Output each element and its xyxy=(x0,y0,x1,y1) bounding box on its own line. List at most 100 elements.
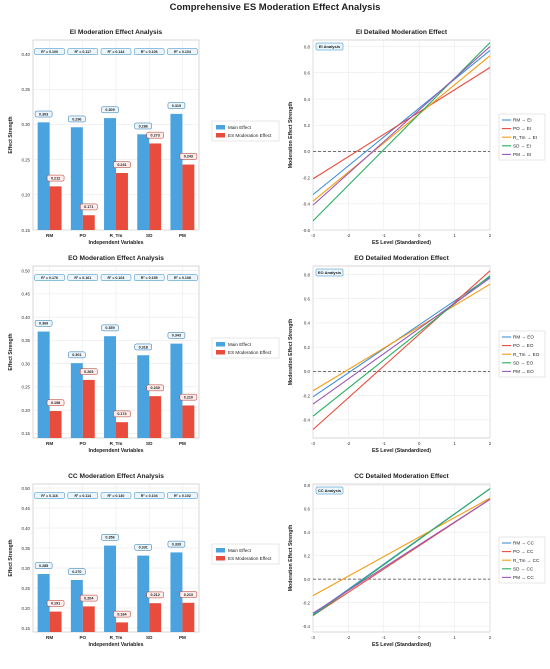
value-label-box xyxy=(101,106,119,114)
bar-main xyxy=(170,552,183,632)
r2-label-box xyxy=(133,492,165,499)
value-label-box xyxy=(146,384,164,392)
value-label: 0.343 xyxy=(172,334,181,338)
y-tick-label: 0.45 xyxy=(21,506,30,511)
bar-es xyxy=(116,622,128,632)
series-line xyxy=(312,497,491,597)
value-label-box xyxy=(167,332,186,339)
value-label-box xyxy=(68,568,86,575)
legend xyxy=(211,543,280,565)
y-tick-label: 0.40 xyxy=(21,526,30,531)
bar-main xyxy=(70,580,83,632)
bar-main xyxy=(137,555,150,632)
x-tick-label: -2 xyxy=(346,635,350,640)
y-tick-label: 0.6 xyxy=(304,71,311,76)
analysis-label: CC Analysis xyxy=(318,488,342,493)
legend-swatch xyxy=(216,133,225,138)
r2-label: R² = 0.144 xyxy=(108,50,125,54)
r2-label-box xyxy=(100,492,132,499)
value-label: 0.213 xyxy=(184,593,193,597)
y-tick-label: 0.35 xyxy=(21,338,30,343)
y-tick-label: -0.2 xyxy=(302,175,310,180)
x-tick-label: SD xyxy=(146,635,153,640)
r2-label-box xyxy=(67,492,99,499)
x-tick-label: 1 xyxy=(453,635,456,640)
legend-label: SD → CC xyxy=(513,566,534,571)
bar-chart-0: EI Moderation Effect Analysis 0.15 0.20 0.2… xyxy=(8,29,280,246)
value-label-box xyxy=(34,562,53,569)
r2-label-box xyxy=(167,274,198,281)
y-tick-label: 0.4 xyxy=(304,530,311,535)
value-label-box xyxy=(134,343,152,351)
bar-main xyxy=(137,134,150,230)
bar-es xyxy=(82,606,95,632)
value-label: 0.265 xyxy=(84,370,93,374)
bar-es xyxy=(82,215,95,230)
value-label: 0.171 xyxy=(84,205,93,209)
r2-label: R² = 0.104 xyxy=(174,50,191,54)
value-label-box xyxy=(167,540,186,548)
y-axis-label: Effect Strength xyxy=(8,116,14,153)
r2-label-box xyxy=(67,48,99,55)
r2-label-box xyxy=(167,48,198,55)
y-tick-label: 0.20 xyxy=(21,408,30,413)
x-tick-label: 2 xyxy=(489,635,492,640)
x-tick-label: 0 xyxy=(418,441,421,446)
x-tick-label: -3 xyxy=(311,233,315,238)
value-label: 0.318 xyxy=(139,345,148,349)
legend-label: PM → CC xyxy=(513,575,534,580)
r2-label-box xyxy=(67,274,99,281)
x-tick-label: -1 xyxy=(382,635,386,640)
value-label: 0.296 xyxy=(72,117,81,121)
x-tick-label: 1 xyxy=(453,441,456,446)
value-label-box xyxy=(134,544,152,551)
r2-label: R² = 0.117 xyxy=(74,50,91,54)
chart-title: CC Detailed Moderation Effect xyxy=(354,473,449,480)
value-label: 0.356 xyxy=(105,536,114,540)
r2-label-box xyxy=(133,274,165,281)
x-tick-label: -2 xyxy=(346,233,350,238)
chart-title: EO Moderation Effect Analysis xyxy=(68,255,164,262)
y-tick-label: 0.0 xyxy=(304,149,311,154)
legend-label: PM → EI xyxy=(513,152,531,157)
x-tick-label: 1 xyxy=(453,233,456,238)
value-label: 0.212 xyxy=(51,176,60,180)
x-tick-label: PO xyxy=(79,635,86,640)
series-line xyxy=(312,55,491,202)
x-axis-label: ES Level (Standardized) xyxy=(372,240,431,246)
y-tick-label: -0.4 xyxy=(302,624,310,629)
value-label: 0.331 xyxy=(139,546,148,550)
x-tick-label: 0 xyxy=(418,635,421,640)
x-tick-label: R_Tm xyxy=(110,635,123,640)
value-label: 0.212 xyxy=(151,593,160,597)
x-axis-label: ES Level (Standardized) xyxy=(372,642,431,648)
y-axis-label: Moderation Effect Strength xyxy=(288,319,294,386)
value-label: 0.301 xyxy=(72,353,81,357)
bar-es xyxy=(149,143,162,230)
legend-swatch xyxy=(216,548,225,553)
legend-label: R_Tm → EO xyxy=(513,352,540,357)
x-tick-label: PM xyxy=(179,635,186,640)
value-label-box xyxy=(113,410,131,418)
legend xyxy=(211,337,280,359)
value-label-box xyxy=(146,131,164,139)
y-tick-label: 0.0 xyxy=(304,577,311,582)
y-tick-label: 0.4 xyxy=(304,321,311,326)
x-tick-label: PO xyxy=(79,441,86,446)
bar-es xyxy=(116,422,128,438)
legend-swatch xyxy=(216,350,225,355)
r2-label: R² = 0.114 xyxy=(74,494,91,498)
y-tick-label: 0.6 xyxy=(304,506,311,511)
y-tick-label: -0.4 xyxy=(302,418,310,423)
r2-label: R² = 0.161 xyxy=(74,276,91,280)
legend-label: ES Moderation Effect xyxy=(228,350,272,355)
r2-label-box xyxy=(133,48,165,55)
value-label-box xyxy=(179,153,198,160)
analysis-label-box xyxy=(315,268,344,277)
y-tick-label: 0.35 xyxy=(21,87,30,92)
y-axis-label: Moderation Effect Strength xyxy=(288,102,294,169)
x-tick-label: -1 xyxy=(382,233,386,238)
value-label-box xyxy=(80,594,98,602)
y-tick-label: -0.4 xyxy=(302,202,310,207)
value-label-box xyxy=(46,600,65,607)
